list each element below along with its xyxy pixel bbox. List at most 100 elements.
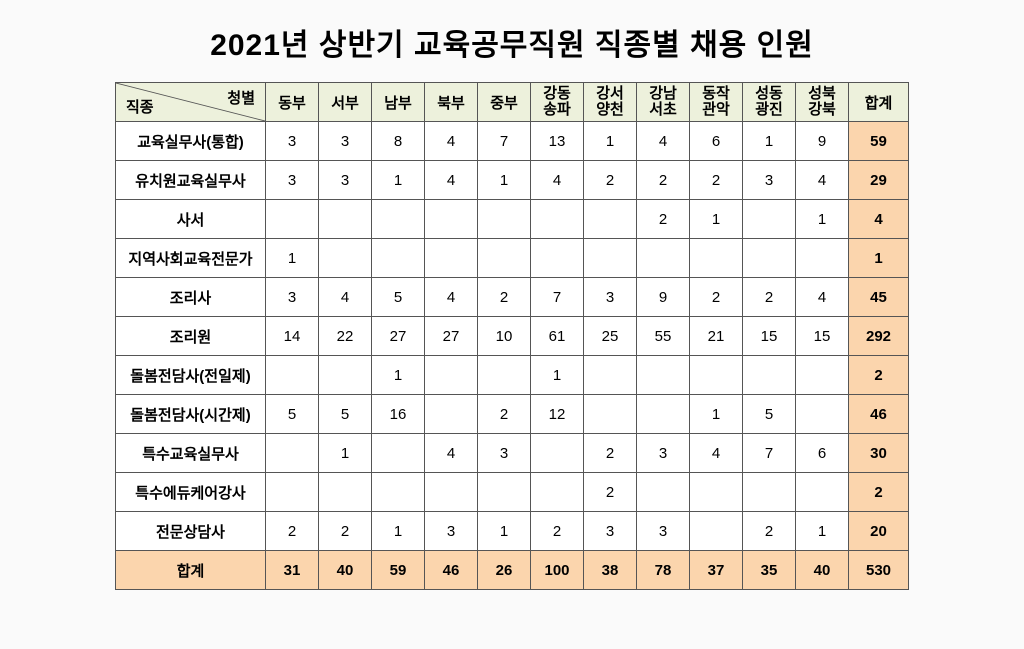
data-cell: 1 — [319, 434, 372, 473]
row-total-cell: 2 — [849, 356, 909, 395]
row-total-cell: 29 — [849, 161, 909, 200]
data-cell: 2 — [690, 278, 743, 317]
col-header: 동작관악 — [690, 83, 743, 122]
data-cell: 5 — [372, 278, 425, 317]
data-cell — [743, 356, 796, 395]
row-header: 돌봄전담사(시간제) — [116, 395, 266, 434]
data-cell: 21 — [690, 317, 743, 356]
table-row: 조리원1422272710612555211515292 — [116, 317, 909, 356]
data-cell: 3 — [319, 122, 372, 161]
data-cell: 10 — [478, 317, 531, 356]
grand-total-cell: 530 — [849, 551, 909, 590]
data-cell — [531, 473, 584, 512]
data-cell — [637, 356, 690, 395]
table-row: 유치원교육실무사3314142223429 — [116, 161, 909, 200]
data-cell — [743, 239, 796, 278]
data-cell — [319, 356, 372, 395]
recruit-table: 청별 직종 동부 서부 남부 북부 중부 강동송파 강서양천 강남서초 동작관악… — [115, 82, 909, 590]
data-cell: 61 — [531, 317, 584, 356]
data-cell: 2 — [478, 278, 531, 317]
data-cell — [425, 356, 478, 395]
data-cell — [266, 434, 319, 473]
data-cell — [637, 239, 690, 278]
data-cell — [690, 512, 743, 551]
col-header: 성동광진 — [743, 83, 796, 122]
data-cell: 4 — [690, 434, 743, 473]
data-cell: 14 — [266, 317, 319, 356]
data-cell — [637, 473, 690, 512]
data-cell: 1 — [478, 161, 531, 200]
data-cell — [796, 473, 849, 512]
row-header: 교육실무사(통합) — [116, 122, 266, 161]
data-cell — [372, 239, 425, 278]
data-cell: 1 — [796, 512, 849, 551]
col-total-cell: 46 — [425, 551, 478, 590]
col-total-cell: 78 — [637, 551, 690, 590]
data-cell — [584, 239, 637, 278]
data-cell — [478, 473, 531, 512]
data-cell: 5 — [266, 395, 319, 434]
col-header: 강동송파 — [531, 83, 584, 122]
data-cell — [796, 395, 849, 434]
data-cell: 9 — [637, 278, 690, 317]
data-cell: 2 — [531, 512, 584, 551]
data-cell: 2 — [637, 161, 690, 200]
data-cell: 1 — [584, 122, 637, 161]
col-header: 성북강북 — [796, 83, 849, 122]
col-total-cell: 31 — [266, 551, 319, 590]
table-row: 돌봄전담사(시간제)55162121546 — [116, 395, 909, 434]
data-cell: 7 — [478, 122, 531, 161]
data-cell: 3 — [584, 512, 637, 551]
col-header: 서부 — [319, 83, 372, 122]
col-total-cell: 35 — [743, 551, 796, 590]
data-cell: 4 — [531, 161, 584, 200]
data-cell — [478, 200, 531, 239]
row-header: 특수에듀케어강사 — [116, 473, 266, 512]
data-cell — [743, 473, 796, 512]
data-cell: 22 — [319, 317, 372, 356]
data-cell: 1 — [531, 356, 584, 395]
data-cell: 8 — [372, 122, 425, 161]
col-header: 남부 — [372, 83, 425, 122]
table-row: 조리사3454273922445 — [116, 278, 909, 317]
data-cell: 4 — [425, 434, 478, 473]
data-cell — [372, 200, 425, 239]
table-row: 특수교육실무사1432347630 — [116, 434, 909, 473]
data-cell — [584, 395, 637, 434]
data-cell: 2 — [478, 395, 531, 434]
col-header: 동부 — [266, 83, 319, 122]
data-cell — [425, 473, 478, 512]
data-cell: 3 — [266, 122, 319, 161]
data-cell: 3 — [743, 161, 796, 200]
data-cell: 12 — [531, 395, 584, 434]
data-cell: 16 — [372, 395, 425, 434]
corner-bottom-label: 직종 — [126, 96, 154, 117]
data-cell: 2 — [266, 512, 319, 551]
data-cell: 1 — [743, 122, 796, 161]
row-total-cell: 20 — [849, 512, 909, 551]
table-row: 전문상담사221312332120 — [116, 512, 909, 551]
data-cell — [319, 473, 372, 512]
data-cell: 3 — [266, 278, 319, 317]
data-cell: 1 — [478, 512, 531, 551]
data-cell: 3 — [584, 278, 637, 317]
table-row: 사서2114 — [116, 200, 909, 239]
row-total-cell: 4 — [849, 200, 909, 239]
data-cell: 2 — [743, 278, 796, 317]
col-header: 중부 — [478, 83, 531, 122]
col-total-cell: 100 — [531, 551, 584, 590]
data-cell: 15 — [796, 317, 849, 356]
data-cell — [425, 200, 478, 239]
data-cell — [796, 356, 849, 395]
data-cell — [266, 473, 319, 512]
data-cell — [425, 239, 478, 278]
row-total-cell: 292 — [849, 317, 909, 356]
data-cell: 5 — [743, 395, 796, 434]
data-cell: 1 — [372, 512, 425, 551]
data-cell: 3 — [478, 434, 531, 473]
data-cell: 2 — [319, 512, 372, 551]
row-total-cell: 2 — [849, 473, 909, 512]
data-cell: 2 — [584, 161, 637, 200]
data-cell: 7 — [743, 434, 796, 473]
row-header: 조리사 — [116, 278, 266, 317]
